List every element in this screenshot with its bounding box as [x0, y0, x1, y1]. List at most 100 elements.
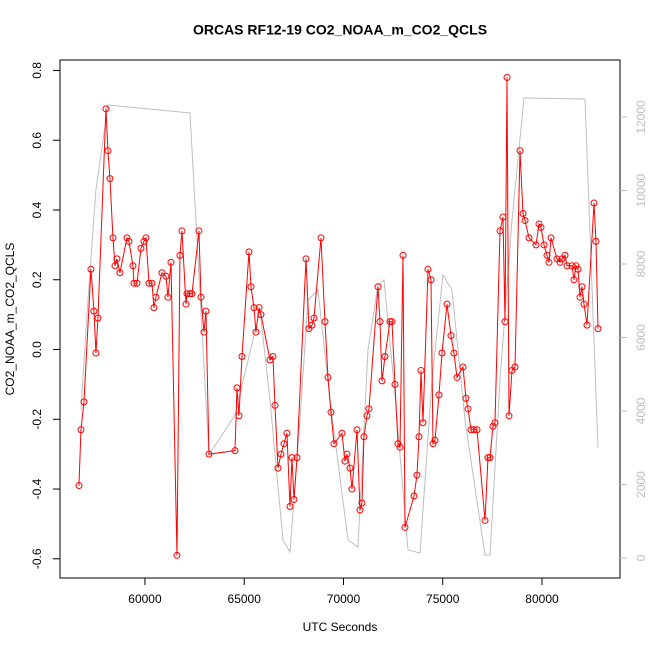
data-point — [353, 426, 361, 434]
data-point — [308, 321, 316, 329]
data-point — [391, 380, 399, 388]
data-point — [94, 314, 102, 322]
data-point — [578, 283, 586, 291]
data-point — [438, 349, 446, 357]
data-point — [233, 384, 241, 392]
data-point — [484, 454, 492, 462]
data-point — [80, 398, 88, 406]
data-point — [111, 262, 119, 270]
x-tick-label: 70000 — [327, 592, 361, 606]
chart-title: ORCAS RF12-19 CO2_NOAA_m_CO2_QCLS — [193, 22, 487, 38]
y-axis-label: CO2_NOAA_m_CO2_QCLS — [3, 243, 17, 396]
y2-tick-label: 10000 — [634, 173, 648, 207]
x-tick-label: 80000 — [525, 592, 559, 606]
data-point — [348, 485, 356, 493]
data-point — [413, 471, 421, 479]
data-point — [182, 300, 190, 308]
data-point — [453, 373, 461, 381]
data-point — [486, 454, 494, 462]
data-point — [576, 293, 584, 301]
data-point — [255, 304, 263, 312]
data-point — [142, 234, 150, 242]
data-point — [496, 227, 504, 235]
y-tick-label: 0.4 — [30, 201, 44, 218]
y-tick-label: 0.0 — [30, 341, 44, 358]
data-point — [252, 328, 260, 336]
data-point — [343, 450, 351, 458]
data-point — [250, 304, 258, 312]
data-point — [443, 300, 451, 308]
data-point — [87, 265, 95, 273]
y2-tick-label: 12000 — [634, 100, 648, 134]
data-point — [590, 199, 598, 207]
data-point — [464, 405, 472, 413]
data-point — [388, 318, 396, 326]
data-point — [324, 373, 332, 381]
data-point — [116, 269, 124, 277]
data-point — [417, 366, 425, 374]
data-point — [188, 290, 196, 298]
data-point — [470, 426, 478, 434]
data-point — [381, 352, 389, 360]
data-point — [396, 443, 404, 451]
data-point — [321, 318, 329, 326]
data-point — [473, 426, 481, 434]
data-point — [280, 440, 288, 448]
data-point — [499, 213, 507, 221]
data-point — [376, 318, 384, 326]
data-point — [521, 216, 529, 224]
data-point — [247, 283, 255, 291]
data-point — [293, 454, 301, 462]
data-point — [269, 352, 277, 360]
y-tick-label: -0.2 — [30, 409, 44, 430]
data-point — [574, 265, 582, 273]
y-tick-label: -0.4 — [30, 478, 44, 499]
data-point — [356, 506, 364, 514]
data-point — [183, 290, 191, 298]
data-point — [415, 433, 423, 441]
data-point — [516, 147, 524, 155]
data-point — [540, 241, 548, 249]
data-point — [271, 401, 279, 409]
data-point — [257, 311, 265, 319]
data-point — [205, 450, 213, 458]
data-point — [130, 279, 138, 287]
data-point — [186, 290, 194, 298]
data-point — [109, 234, 117, 242]
series-line — [80, 97, 599, 556]
data-point — [360, 433, 368, 441]
data-point — [302, 255, 310, 263]
plot-frame — [59, 59, 621, 579]
data-point — [310, 314, 318, 322]
data-point — [450, 349, 458, 357]
data-point — [277, 450, 285, 458]
data-point — [561, 251, 569, 259]
series-line — [78, 77, 599, 556]
data-point — [133, 279, 141, 287]
data-point — [104, 147, 112, 155]
data-point — [173, 551, 181, 559]
data-point — [150, 304, 158, 312]
x-tick-label: 75000 — [426, 592, 460, 606]
data-point — [137, 244, 145, 252]
data-point — [358, 499, 366, 507]
data-point — [394, 440, 402, 448]
data-point — [200, 328, 208, 336]
data-point — [580, 300, 588, 308]
y2-tick-label: 6000 — [634, 324, 648, 351]
data-point — [140, 237, 148, 245]
data-point — [231, 447, 239, 455]
data-point — [178, 227, 186, 235]
data-point — [102, 105, 110, 113]
data-point — [572, 262, 580, 270]
data-point — [245, 248, 253, 256]
y2-tick-label: 8000 — [634, 250, 648, 277]
data-point — [341, 457, 349, 465]
data-point — [286, 502, 294, 510]
data-point — [374, 283, 382, 291]
data-point — [399, 251, 407, 259]
data-point — [238, 352, 246, 360]
y2-tick-label: 0 — [634, 554, 648, 561]
data-point — [274, 464, 282, 472]
data-point — [570, 276, 578, 284]
